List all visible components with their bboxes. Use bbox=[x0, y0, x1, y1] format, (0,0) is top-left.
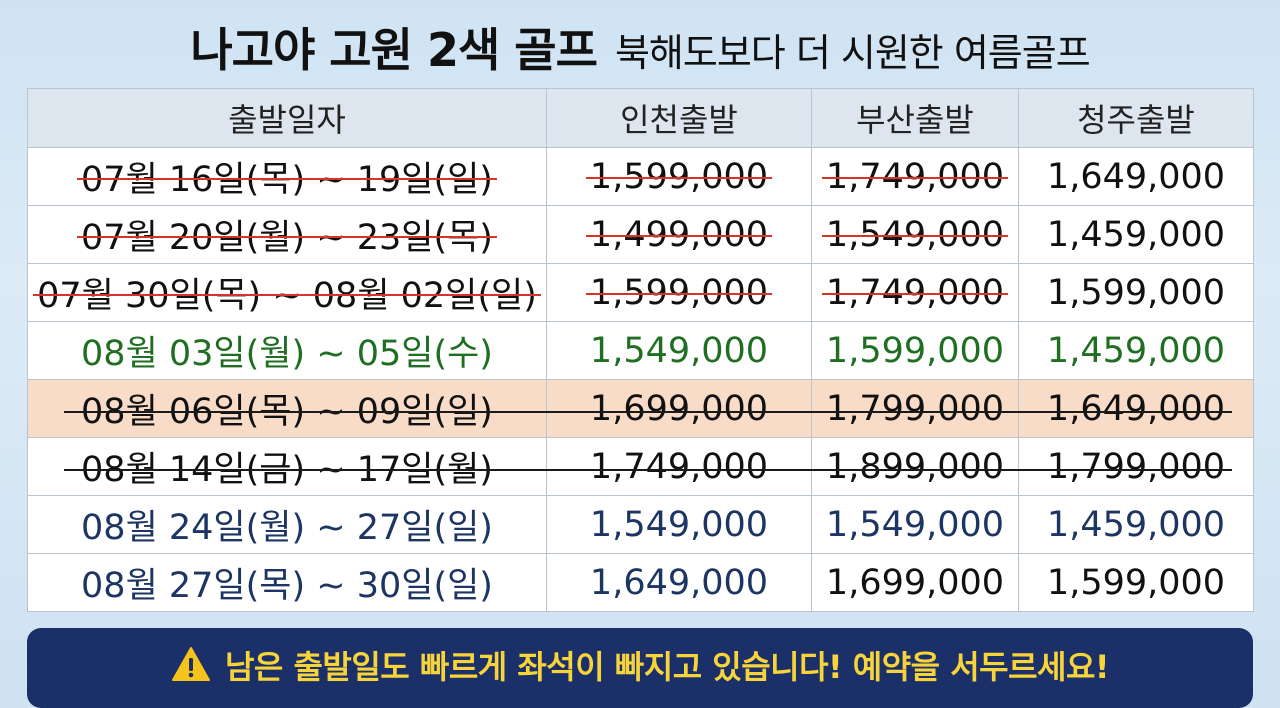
price-text: 1,459,000 bbox=[1046, 504, 1226, 545]
price-text: 1,599,000 bbox=[825, 330, 1005, 371]
cell-date: 08월 03일(월) ~ 05일(수) bbox=[27, 321, 547, 380]
date-text: 08월 14일(금) ~ 17일(월) bbox=[81, 450, 493, 490]
page-title: 나고야 고원 2색 골프 북해도보다 더 시원한 여름골프 bbox=[0, 14, 1280, 84]
cell-cheongju: 1,649,000 bbox=[1018, 147, 1254, 206]
cell-busan: 1,799,000 bbox=[811, 379, 1019, 438]
cell-busan: 1,599,000 bbox=[811, 321, 1019, 380]
date-text: 07월 20일(월) ~ 23일(목) bbox=[77, 209, 497, 260]
column-header-cheongju: 청주출발 bbox=[1018, 88, 1254, 148]
table-row: 08월 14일(금) ~ 17일(월) 1,749,000 1,899,000 … bbox=[27, 437, 1254, 496]
table-row: 08월 03일(월) ~ 05일(수) 1,549,000 1,599,000 … bbox=[27, 321, 1254, 380]
price-text: 1,649,000 bbox=[1046, 156, 1226, 197]
cell-busan: 1,749,000 bbox=[811, 263, 1019, 322]
cell-cheongju: 1,799,000 bbox=[1018, 437, 1254, 496]
price-text: 1,459,000 bbox=[1046, 214, 1226, 255]
cell-busan: 1,549,000 bbox=[811, 205, 1019, 264]
cell-busan: 1,699,000 bbox=[811, 553, 1019, 612]
cell-busan: 1,899,000 bbox=[811, 437, 1019, 496]
date-text: 08월 24일(월) ~ 27일(일) bbox=[81, 508, 493, 548]
table-row: 08월 27일(목) ~ 30일(일) 1,649,000 1,699,000 … bbox=[27, 553, 1254, 612]
warning-icon bbox=[171, 646, 211, 682]
cell-date: 08월 24일(월) ~ 27일(일) bbox=[27, 495, 547, 554]
price-text: 1,549,000 bbox=[821, 214, 1009, 255]
price-text: 1,549,000 bbox=[589, 330, 769, 371]
price-text: 1,649,000 bbox=[589, 562, 769, 603]
price-text: 1,699,000 bbox=[825, 562, 1005, 603]
price-text: 1,749,000 bbox=[821, 156, 1009, 197]
table-row: 07월 16일(목) ~ 19일(일) 1,599,000 1,749,000 … bbox=[27, 147, 1254, 206]
price-text: 1,649,000 bbox=[1046, 388, 1226, 429]
price-text: 1,749,000 bbox=[589, 446, 769, 487]
column-header-busan: 부산출발 bbox=[811, 88, 1019, 148]
title-subtitle: 북해도보다 더 시원한 여름골프 bbox=[614, 31, 1091, 75]
cell-date: 08월 27일(목) ~ 30일(일) bbox=[27, 553, 547, 612]
table-row: 08월 06일(목) ~ 09일(일) 1,699,000 1,799,000 … bbox=[27, 379, 1254, 438]
price-text: 1,599,000 bbox=[585, 156, 773, 197]
price-text: 1,599,000 bbox=[1046, 272, 1226, 313]
price-text: 1,749,000 bbox=[821, 272, 1009, 313]
row-strike-line bbox=[64, 469, 1232, 471]
price-text: 1,549,000 bbox=[589, 504, 769, 545]
cell-cheongju: 1,459,000 bbox=[1018, 321, 1254, 380]
price-text: 1,899,000 bbox=[825, 446, 1005, 487]
price-text: 1,599,000 bbox=[585, 272, 773, 313]
cell-incheon: 1,549,000 bbox=[546, 321, 812, 380]
price-text: 1,699,000 bbox=[589, 388, 769, 429]
date-text: 07월 30일(목) ~ 08월 02일(일) bbox=[33, 267, 541, 318]
price-text: 1,549,000 bbox=[825, 504, 1005, 545]
price-text: 1,599,000 bbox=[1046, 562, 1226, 603]
cell-cheongju: 1,599,000 bbox=[1018, 263, 1254, 322]
date-text: 07월 16일(목) ~ 19일(일) bbox=[77, 151, 497, 202]
date-text: 08월 03일(월) ~ 05일(수) bbox=[81, 334, 493, 374]
price-text: 1,799,000 bbox=[1046, 446, 1226, 487]
cell-date: 08월 06일(목) ~ 09일(일) bbox=[27, 379, 547, 438]
table-row: 07월 20일(월) ~ 23일(목) 1,499,000 1,549,000 … bbox=[27, 205, 1254, 264]
column-header-date: 출발일자 bbox=[27, 88, 547, 148]
row-strike-line bbox=[64, 411, 1232, 413]
cell-incheon: 1,599,000 bbox=[546, 263, 812, 322]
table-row: 07월 30일(목) ~ 08월 02일(일) 1,599,000 1,749,… bbox=[27, 263, 1254, 322]
cell-incheon: 1,499,000 bbox=[546, 205, 812, 264]
table-row: 08월 24일(월) ~ 27일(일) 1,549,000 1,549,000 … bbox=[27, 495, 1254, 554]
cell-incheon: 1,749,000 bbox=[546, 437, 812, 496]
cell-incheon: 1,649,000 bbox=[546, 553, 812, 612]
column-header-incheon: 인천출발 bbox=[546, 88, 812, 148]
notice-message: 남은 출발일도 빠르게 좌석이 빠지고 있습니다! 예약을 서두르세요! bbox=[224, 648, 1110, 686]
cell-date: 07월 16일(목) ~ 19일(일) bbox=[27, 147, 547, 206]
notice-banner: 남은 출발일도 빠르게 좌석이 빠지고 있습니다! 예약을 서두르세요! bbox=[27, 628, 1253, 708]
table-header-row: 출발일자 인천출발 부산출발 청주출발 bbox=[27, 88, 1254, 148]
cell-busan: 1,549,000 bbox=[811, 495, 1019, 554]
cell-incheon: 1,699,000 bbox=[546, 379, 812, 438]
cell-cheongju: 1,599,000 bbox=[1018, 553, 1254, 612]
cell-cheongju: 1,459,000 bbox=[1018, 495, 1254, 554]
date-text: 08월 27일(목) ~ 30일(일) bbox=[81, 566, 493, 606]
cell-date: 07월 20일(월) ~ 23일(목) bbox=[27, 205, 547, 264]
price-text: 1,799,000 bbox=[825, 388, 1005, 429]
title-main: 나고야 고원 2색 골프 bbox=[190, 23, 598, 77]
cell-incheon: 1,549,000 bbox=[546, 495, 812, 554]
cell-incheon: 1,599,000 bbox=[546, 147, 812, 206]
cell-date: 07월 30일(목) ~ 08월 02일(일) bbox=[27, 263, 547, 322]
price-text: 1,459,000 bbox=[1046, 330, 1226, 371]
cell-date: 08월 14일(금) ~ 17일(월) bbox=[27, 437, 547, 496]
price-table: 출발일자 인천출발 부산출발 청주출발 07월 16일(목) ~ 19일(일) … bbox=[27, 88, 1254, 612]
date-text: 08월 06일(목) ~ 09일(일) bbox=[81, 392, 493, 432]
cell-cheongju: 1,459,000 bbox=[1018, 205, 1254, 264]
cell-cheongju: 1,649,000 bbox=[1018, 379, 1254, 438]
price-text: 1,499,000 bbox=[585, 214, 773, 255]
cell-busan: 1,749,000 bbox=[811, 147, 1019, 206]
